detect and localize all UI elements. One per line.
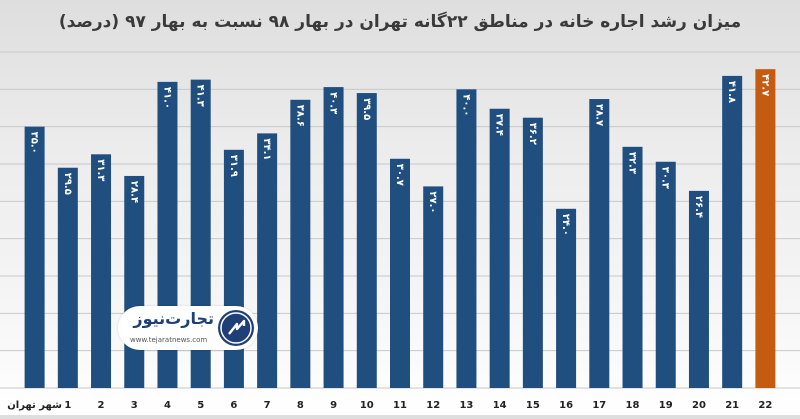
bar (489, 108, 510, 388)
bar (522, 117, 543, 388)
bar (755, 69, 776, 388)
bar-value-label: ۲۷.۰ (427, 191, 438, 213)
x-tick-label: 19 (659, 400, 673, 411)
bar-value-label: ۲۹.۵ (62, 173, 73, 195)
x-tick-label: 16 (559, 400, 573, 411)
bar-value-label: ۳۱.۹ (228, 155, 239, 177)
logo-name: تجارت‌نیوز (133, 309, 214, 328)
bar-value-label: ۴۱.۸ (726, 81, 737, 103)
bar (124, 175, 145, 388)
x-tick-label: 13 (459, 400, 473, 411)
tejaratnews-logo-icon (218, 310, 254, 346)
x-tick-label: 15 (526, 400, 540, 411)
bar-value-label: ۴۰.۳ (328, 92, 339, 114)
x-tick-label: 10 (360, 400, 374, 411)
chart-title: میزان رشد اجاره خانه در مناطق ۲۲گانه تهر… (58, 12, 742, 32)
x-tick-label: 18 (626, 400, 640, 411)
x-tick-label: 9 (330, 400, 337, 411)
bar (323, 87, 344, 389)
bar (91, 154, 112, 388)
bar-value-label: ۳۲.۳ (627, 152, 638, 174)
bar (622, 146, 643, 388)
x-tick-label: 1 (64, 400, 71, 411)
bar-value-label: ۴۱.۰ (161, 87, 172, 109)
bar-value-label: ۳۵.۰ (29, 132, 40, 154)
bar-value-label: ۳۸.۶ (294, 105, 305, 127)
bar-value-label: ۳۶.۲ (527, 123, 538, 145)
x-tick-label: 3 (131, 400, 138, 411)
bar-value-label: ۲۶.۴ (693, 196, 704, 218)
bar (57, 167, 78, 388)
bar (556, 208, 577, 388)
bar-value-label: ۳۹.۵ (361, 98, 372, 120)
bar (722, 75, 743, 388)
x-tick-label: 2 (98, 400, 105, 411)
bar (390, 158, 410, 388)
x-tick-label: 12 (426, 400, 440, 411)
bar (257, 133, 278, 388)
bar-value-label: ۳۷.۴ (494, 114, 505, 136)
x-tick-label: 7 (264, 400, 271, 411)
bar-value-label: ۲۸.۴ (128, 181, 139, 203)
logo-url: www.tejaratnews.com (130, 336, 208, 344)
bar (423, 186, 444, 388)
x-tick-label: 11 (393, 400, 407, 411)
bar (456, 89, 477, 388)
x-tick-label: 22 (758, 400, 772, 411)
bar (655, 161, 676, 388)
x-tick-label: 17 (592, 400, 606, 411)
bar-value-label: ۳۴.۱ (261, 138, 272, 160)
bar (589, 99, 610, 388)
bar (223, 149, 244, 388)
bar (290, 99, 311, 388)
x-tick-label: 8 (297, 400, 304, 411)
bar-value-label: ۳۸.۷ (593, 104, 604, 126)
bar-value-label: ۴۱.۳ (195, 85, 206, 107)
x-tick-label: شهر تهران (7, 400, 62, 411)
x-tick-label: 6 (230, 400, 237, 411)
watermark-logo: تجارت‌نیوز www.tejaratnews.com (118, 306, 258, 350)
bar-value-label: ۳۱.۳ (95, 159, 106, 181)
x-tick-label: 5 (197, 400, 204, 411)
bar (356, 93, 377, 389)
bar-value-label: ۲۴.۰ (560, 214, 571, 236)
bar (688, 190, 709, 388)
x-tick-label: 14 (493, 400, 507, 411)
x-tick-label: 4 (164, 400, 171, 411)
bar-value-label: ۴۲.۷ (759, 74, 770, 96)
x-tick-label: 20 (692, 400, 706, 411)
bar-value-label: ۳۰.۳ (660, 167, 671, 189)
bar-value-label: ۴۰.۰ (460, 94, 471, 116)
bar (24, 126, 45, 389)
x-tick-label: 21 (725, 400, 739, 411)
bar-value-label: ۳۰.۷ (394, 164, 405, 186)
